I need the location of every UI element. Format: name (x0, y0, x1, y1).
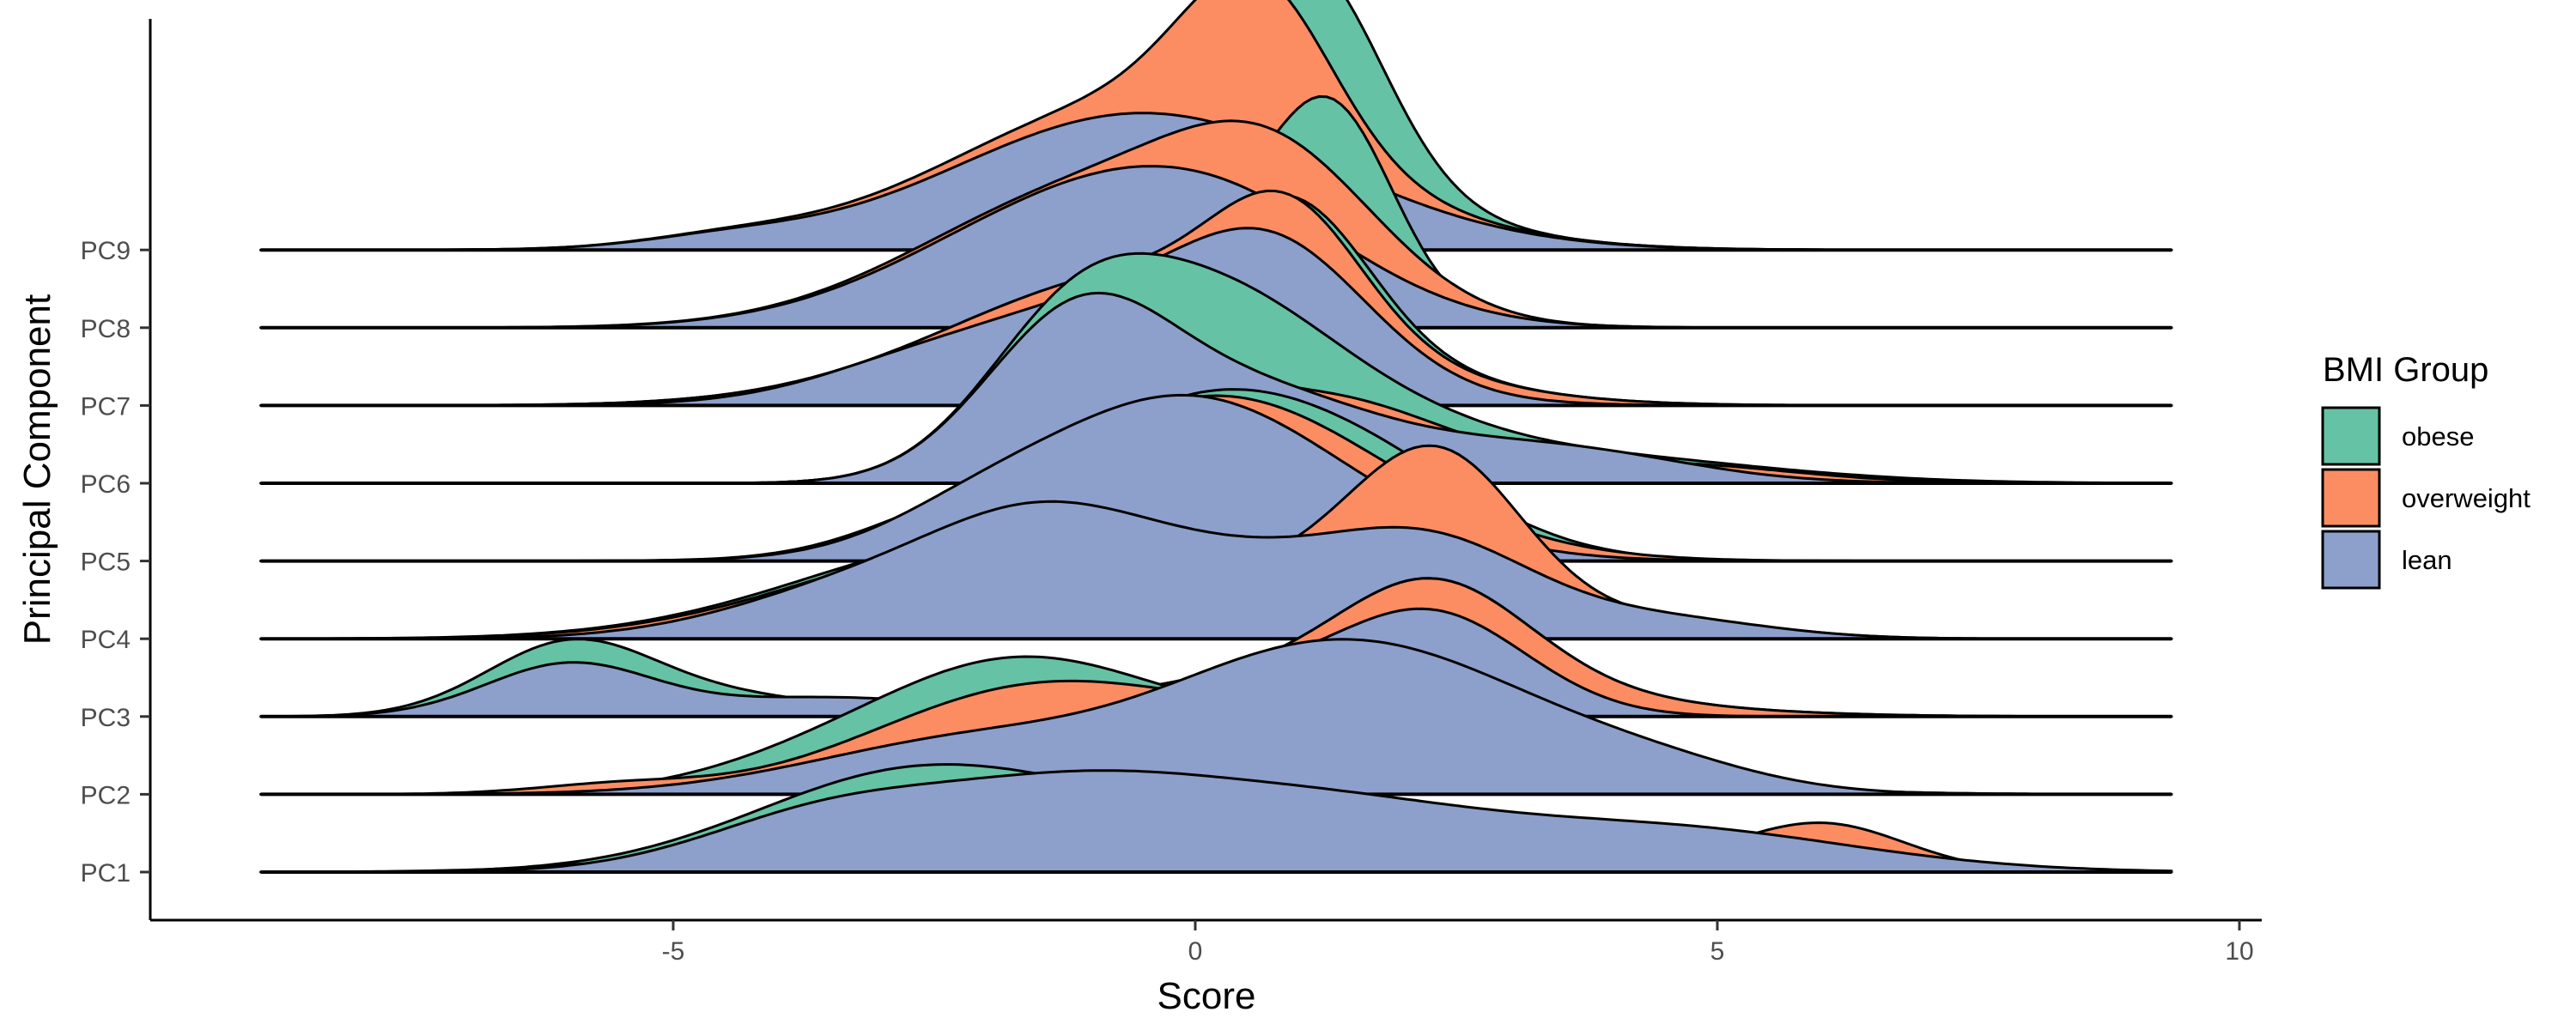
legend-label-obese: obese (2402, 421, 2474, 451)
y-tick-label: PC3 (81, 704, 131, 732)
legend-swatch-lean (2321, 530, 2381, 590)
legend-title: BMI Group (2323, 351, 2488, 389)
ridge-pc1 (259, 763, 2173, 874)
legend-items: obese overweight lean (2321, 406, 2530, 590)
density-lean-pc4 (259, 500, 2173, 640)
legend-label-overweight: overweight (2402, 483, 2530, 513)
y-tick-label: PC9 (81, 237, 131, 265)
x-tick-label: 0 (1188, 937, 1203, 966)
y-tick-label: PC2 (81, 781, 131, 809)
ridge-pc5 (259, 388, 2173, 563)
x-tick-label: -5 (662, 937, 685, 966)
density-lean-pc2 (259, 638, 2173, 796)
axes: -5 0 5 10 PC1 PC2 PC3 PC4 PC5 PC6 PC7 PC8 PC9 (81, 19, 2262, 966)
y-tick-label: PC4 (81, 626, 131, 654)
density-lean-pc1 (259, 769, 2173, 874)
y-axis-title: Principal Component (16, 294, 58, 645)
x-tick-label: 5 (1710, 937, 1725, 966)
x-tick-label: 10 (2225, 937, 2253, 966)
y-axis-ticks: PC1 PC2 PC3 PC4 PC5 PC6 PC7 PC8 PC9 (81, 237, 150, 888)
x-axis-ticks: -5 0 5 10 (662, 920, 2254, 966)
x-axis-title: Score (1157, 975, 1256, 1017)
legend-swatch-obese (2321, 406, 2381, 466)
ridge-pc4 (259, 444, 2173, 641)
y-tick-label: PC5 (81, 548, 131, 577)
ridge-layer (259, 0, 2173, 874)
legend-swatch-overweight (2321, 468, 2381, 528)
y-tick-label: PC1 (81, 859, 131, 888)
legend-label-lean: lean (2402, 545, 2452, 575)
y-tick-label: PC7 (81, 392, 131, 421)
y-tick-label: PC8 (81, 315, 131, 343)
y-tick-label: PC6 (81, 470, 131, 499)
legend: BMI Group obese overweight lean (2321, 351, 2530, 590)
